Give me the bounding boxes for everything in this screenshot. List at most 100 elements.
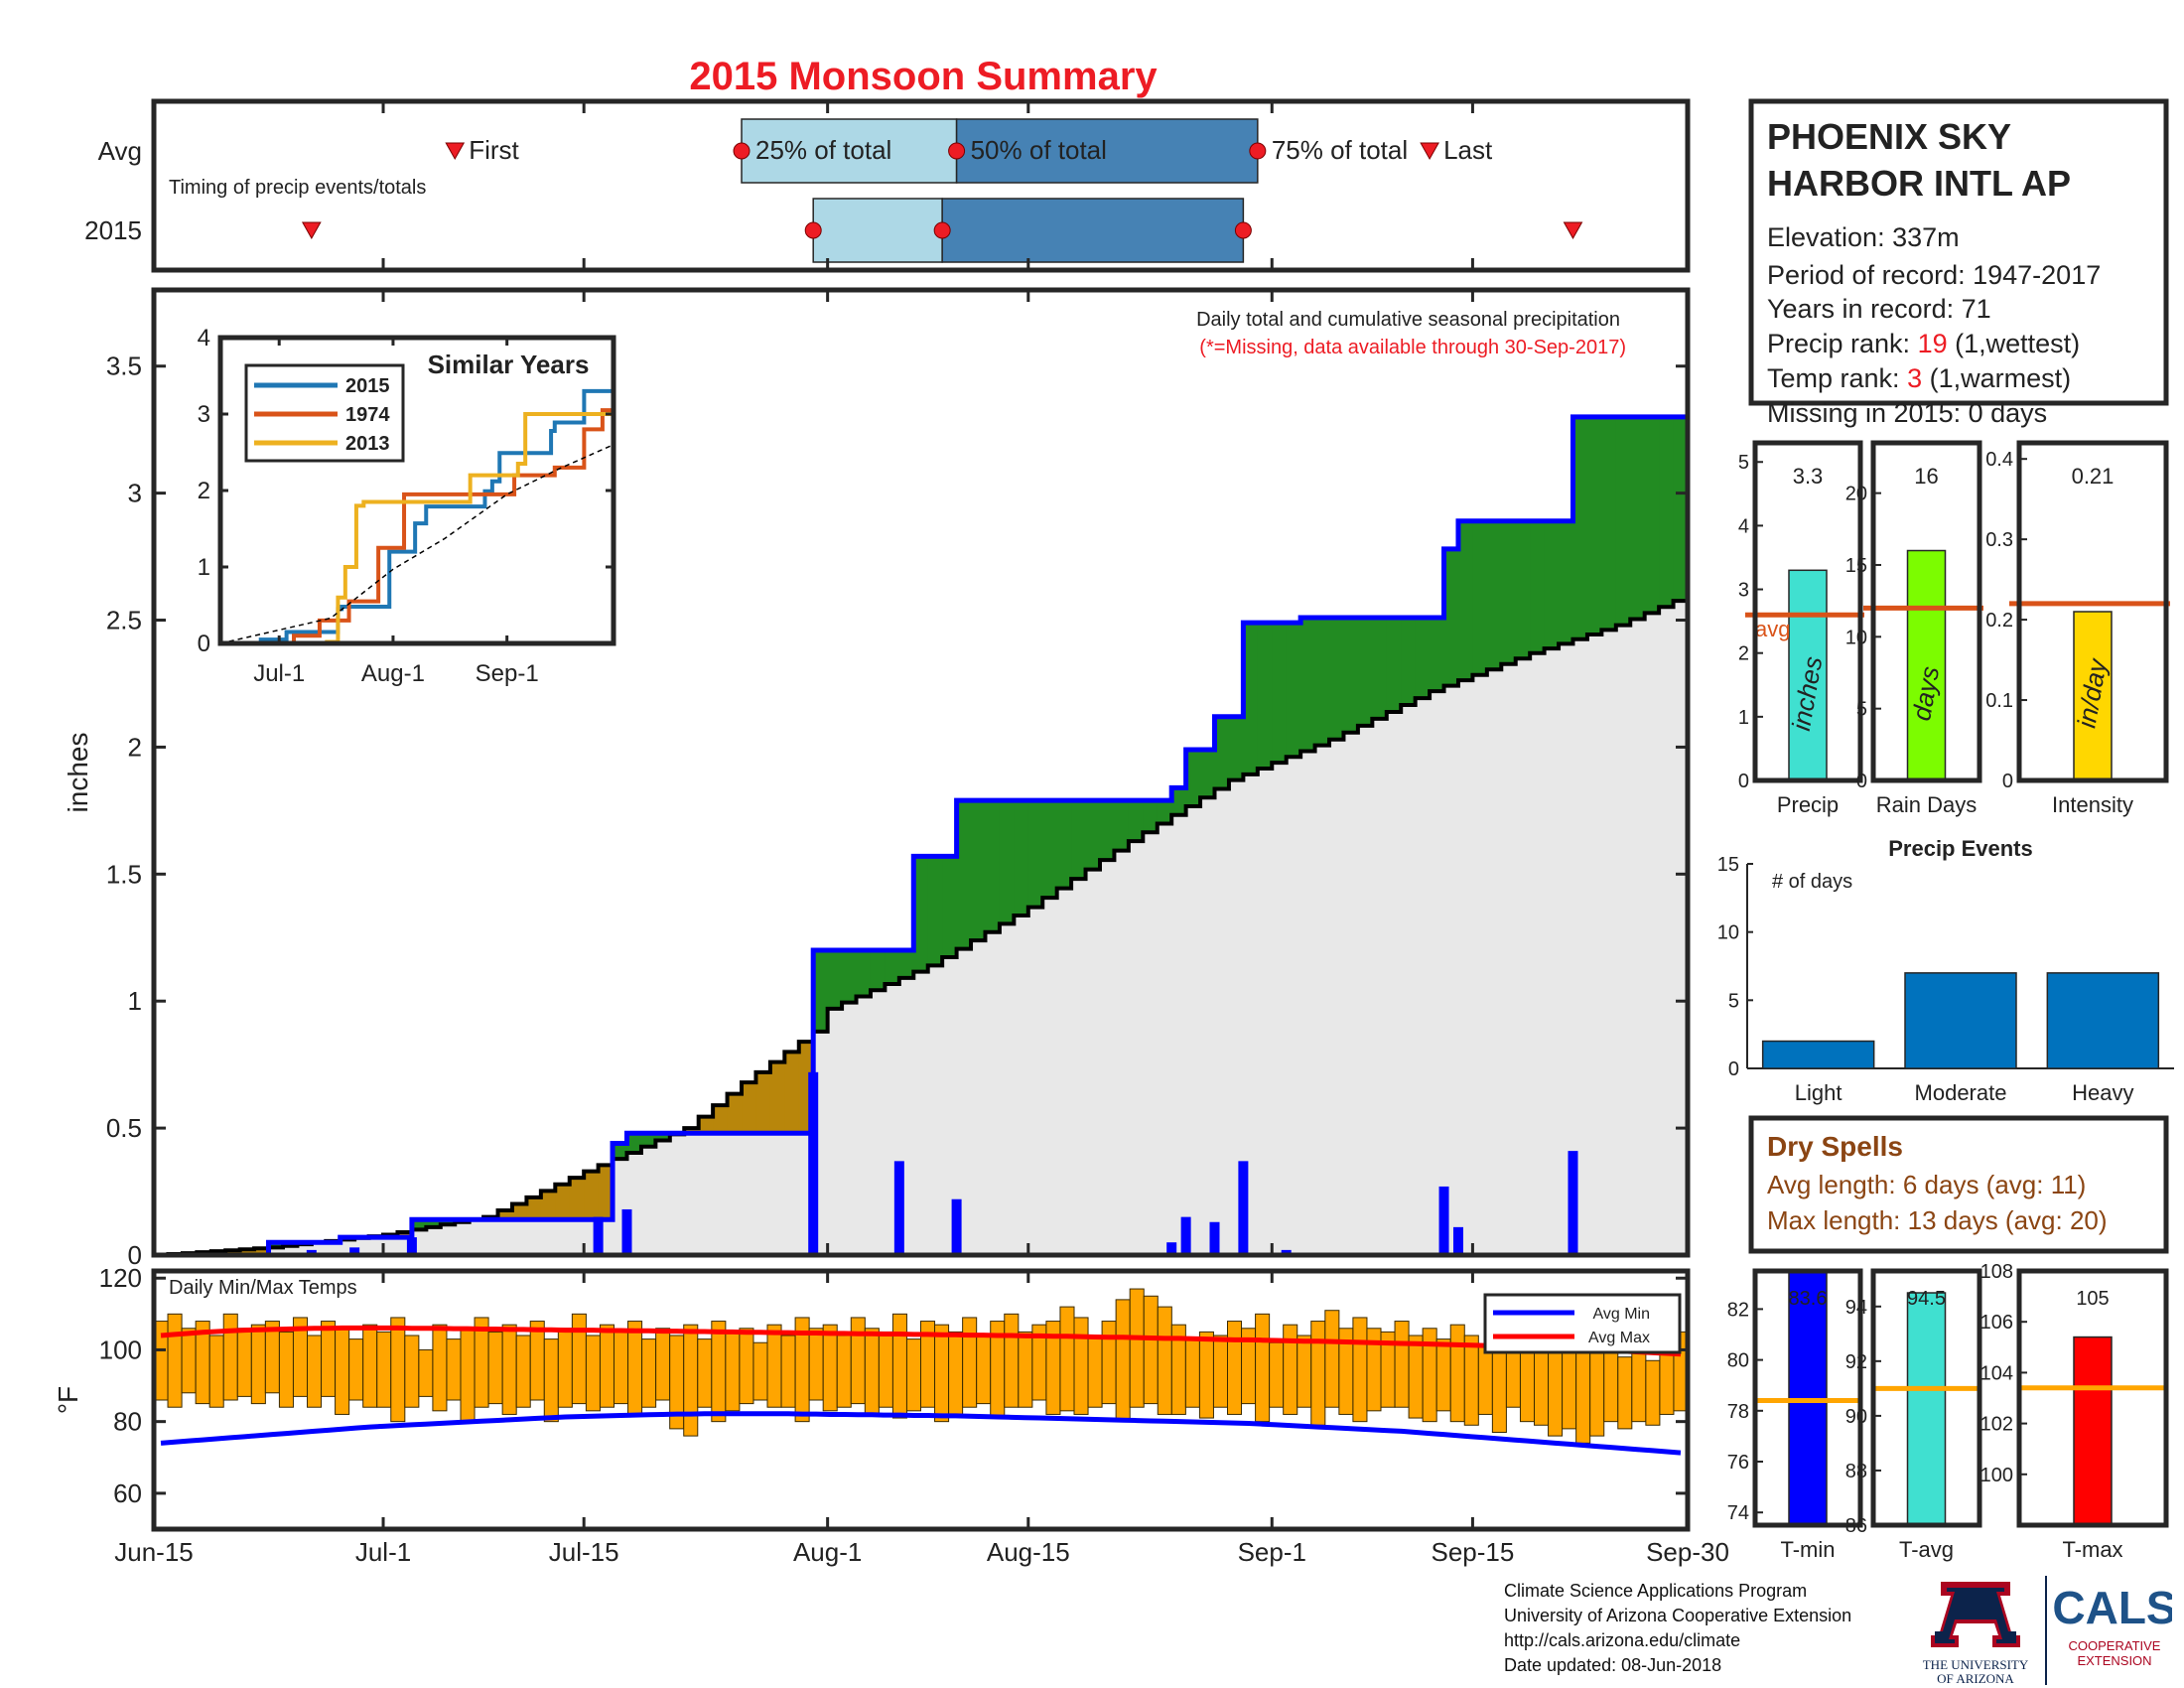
chart-title: 2015 Monsoon Summary	[689, 55, 1158, 98]
wet-excess-day	[1243, 623, 1259, 774]
temp-summary-ytick-label-1-2: 90	[1845, 1406, 1867, 1428]
inset-legend-label-1974: 1974	[345, 404, 390, 426]
temp-bar-38	[683, 1324, 699, 1437]
inset-series-1974	[220, 408, 614, 645]
temp-bar-92	[1435, 1338, 1451, 1412]
timing-label-50: 50% of total	[971, 135, 1107, 165]
daily-precip-bar-2	[406, 1237, 417, 1255]
daily-precip-bar-13	[1438, 1186, 1449, 1255]
main-ytick-label-4: 2	[128, 732, 142, 762]
main-ytick-label-1: 0.5	[106, 1113, 142, 1143]
wet-excess-day	[426, 1219, 442, 1227]
timing-box-25-50-avg	[741, 118, 958, 184]
credits-line-program: Climate Science Applications Program	[1504, 1581, 1808, 1601]
temp-bar-14	[348, 1338, 364, 1401]
daily-precip-bar-4	[621, 1208, 632, 1255]
temp-bar-72	[1157, 1306, 1172, 1415]
temp-bar-34	[627, 1321, 643, 1415]
temp-bar-13	[335, 1328, 350, 1415]
timing-label-last: Last	[1443, 135, 1493, 165]
temp-bar-81	[1283, 1324, 1298, 1415]
dry-deficit-day	[584, 1171, 600, 1220]
precip-events-bar-Heavy	[2046, 972, 2160, 1069]
wet-excess-day	[1228, 716, 1244, 780]
side-ytick-label-0-1: 1	[1738, 707, 1749, 729]
temp-ytick-label-0: 60	[113, 1478, 142, 1508]
side-ytick-label-0-3: 3	[1738, 580, 1749, 602]
cals-logo[interactable]: CALS COOPERATIVE EXTENSION	[2043, 1574, 2172, 1688]
temp-bar-94	[1463, 1335, 1479, 1426]
main-ytick-label-3: 1.5	[106, 859, 142, 889]
temp-bar-39	[697, 1338, 713, 1408]
temp-bar-47	[808, 1328, 824, 1401]
temp-bar-75	[1198, 1331, 1214, 1419]
wet-excess-day	[913, 856, 929, 972]
side-ytick-label-2-1: 0.1	[1985, 690, 2013, 712]
temp-bar-7	[250, 1324, 266, 1405]
wet-excess-day	[985, 800, 1001, 932]
wet-excess-day	[1257, 623, 1273, 769]
temp-bar-17	[390, 1317, 406, 1423]
temp-title: Daily Min/Max Temps	[169, 1277, 357, 1299]
temp-bar-71	[1143, 1295, 1159, 1405]
credits-line-url[interactable]: http://cals.arizona.edu/climate	[1504, 1630, 1741, 1650]
temp-bar-40	[711, 1321, 727, 1423]
credits-line-university[interactable]: University of Arizona Cooperative Extens…	[1504, 1606, 1852, 1625]
temp-bar-108	[1659, 1345, 1675, 1415]
side-ytick-label-2-2: 0.2	[1985, 610, 2013, 632]
side-ytick-label-1-0: 0	[1856, 771, 1867, 792]
side-ytick-label-2-4: 0.4	[1985, 449, 2013, 471]
temp-summary-ytick-label-2-1: 102	[1980, 1414, 2013, 1436]
temp-bar-89	[1394, 1321, 1410, 1408]
station-elevation: Elevation: 337m	[1767, 222, 1960, 252]
wet-excess-day	[1586, 416, 1602, 635]
temp-summary-ytick-label-2-3: 106	[1980, 1312, 2013, 1334]
x-axis-tick-label-4: Aug-15	[987, 1537, 1070, 1567]
station-name-line-2: HARBOR INTL AP	[1767, 163, 2071, 204]
wet-excess-day	[1157, 800, 1172, 824]
university-of-arizona-logo[interactable]: THE UNIVERSITY OF ARIZONA	[1921, 1574, 2030, 1688]
wet-excess-day	[1472, 520, 1488, 675]
station-missing: Missing in 2015: 0 days	[1767, 398, 2047, 428]
temp-summary-bar-1	[1906, 1292, 1947, 1526]
wet-excess-day	[1457, 520, 1474, 681]
main-chart-frame	[151, 287, 1691, 1258]
dry-spells-max-length: Max length: 13 days (avg: 20)	[1767, 1205, 2108, 1235]
timing-label-25: 25% of total	[755, 135, 891, 165]
temp-legend-label-1: Avg Max	[1588, 1330, 1650, 1346]
wet-excess-day	[1501, 520, 1517, 664]
wet-excess-day	[411, 1219, 427, 1230]
temp-bar-33	[614, 1331, 629, 1405]
timing-marker-p25-avg	[733, 142, 751, 160]
temp-bar-83	[1310, 1321, 1326, 1426]
temp-bar-107	[1645, 1359, 1661, 1426]
inset-ytick-label-0: 0	[198, 631, 210, 657]
wet-excess-day	[1056, 800, 1072, 889]
temp-bar-57	[948, 1331, 964, 1415]
wet-excess-day	[1200, 749, 1216, 798]
temp-bar-48	[822, 1324, 838, 1412]
temp-bar-9	[278, 1331, 294, 1408]
temp-bar-20	[432, 1324, 448, 1412]
precip-events-bar-Light	[1761, 1040, 1875, 1069]
temp-bar-41	[725, 1331, 741, 1412]
daily-precip-bar-14	[1452, 1226, 1463, 1255]
side-panel-frame-2	[2016, 440, 2169, 783]
temp-ytick-label-3: 120	[99, 1263, 142, 1293]
temp-bar-103	[1589, 1352, 1605, 1437]
wet-excess-day	[1314, 617, 1330, 746]
temp-bar-69	[1115, 1299, 1131, 1423]
temp-ytick-label-1: 80	[113, 1407, 142, 1437]
side-ytick-label-0-2: 2	[1738, 643, 1749, 665]
wet-excess-day	[268, 1242, 284, 1248]
dry-deficit-day	[755, 1071, 771, 1134]
temp-summary-ytick-label-0-4: 82	[1727, 1299, 1749, 1321]
dry-deficit-day	[598, 1165, 614, 1220]
cals-logo-line-2: EXTENSION	[2077, 1653, 2151, 1668]
wet-excess-day	[1099, 800, 1116, 861]
wet-excess-day	[1515, 520, 1531, 659]
station-precip-rank: Precip rank: 19 (1,wettest)	[1767, 329, 2080, 358]
timing-panel-frame	[151, 98, 1691, 273]
wet-excess-day	[870, 950, 887, 991]
avg-min-line	[160, 1411, 1682, 1456]
